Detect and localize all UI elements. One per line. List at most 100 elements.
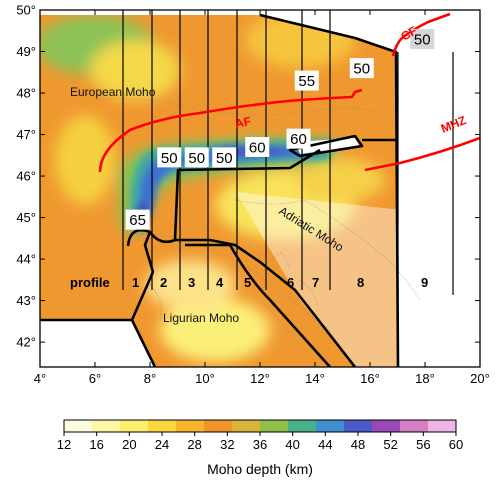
colorbar-swatch — [176, 420, 205, 432]
colorbar-swatch — [204, 420, 233, 432]
profile-number-label: 8 — [357, 275, 364, 290]
depth-value-box — [410, 29, 435, 50]
colorbar-tick-label: 12 — [57, 437, 71, 452]
lat-tick-label: 48° — [16, 86, 36, 101]
profile-word-label: profile — [70, 275, 110, 290]
profile-number-label: 1 — [132, 275, 139, 290]
cf-fault-line — [391, 12, 451, 57]
no-data-region-east — [396, 52, 480, 367]
colorbar-tick-label: 60 — [449, 437, 463, 452]
profile-number-label: 9 — [421, 275, 428, 290]
profile-number-label: 2 — [160, 275, 167, 290]
depth-value-text: 50 — [161, 150, 178, 167]
colorbar-swatch — [64, 420, 93, 432]
moho-gap — [295, 138, 360, 154]
european-moho-label: European Moho — [70, 85, 156, 99]
depth-value-label: 60 — [286, 128, 311, 149]
depth-value-label: 50 — [212, 147, 237, 168]
depth-value-text: 50 — [216, 150, 233, 167]
map-axes: 4° 6° 8° 10° 12° 14° 16° 18° 20° 42° 43° 44° 45° 46° 4… — [16, 3, 490, 387]
depth-value-text: 50 — [414, 32, 431, 49]
colorbar-swatch — [428, 420, 457, 432]
lon-tick-label: 16° — [360, 371, 380, 386]
lat-tick-label: 42° — [16, 335, 36, 350]
colorbar-tick-label: 36 — [253, 437, 267, 452]
cf-fault-label: CF — [399, 23, 420, 43]
depth-labels: 50 55 60 60 50 50 50 65 50 — [125, 29, 435, 230]
colorbar-swatch — [260, 420, 289, 432]
colorbar-swatch — [288, 420, 317, 432]
colorbar-title: Moho depth (km) — [207, 461, 313, 477]
colorbar-tick-label: 56 — [416, 437, 430, 452]
lon-tick-label: 4° — [34, 371, 46, 386]
depth-value-text: 50 — [353, 61, 370, 78]
ligurian-moho-label: Ligurian Moho — [163, 311, 239, 325]
profile-number-label: 4 — [216, 275, 224, 290]
colorbar-swatch — [232, 420, 261, 432]
lon-tick-label: 14° — [305, 371, 325, 386]
colorbar-swatch — [92, 420, 121, 432]
colorbar-tick-label: 16 — [89, 437, 103, 452]
depth-value-label: 65 — [125, 209, 150, 230]
lat-tick-label: 44° — [16, 252, 36, 267]
no-data-region-southwest — [40, 320, 155, 367]
lat-tick-label: 45° — [16, 210, 36, 225]
depth-value-text: 65 — [129, 212, 146, 229]
depth-value-label: 55 — [294, 70, 319, 91]
moho-depth-map — [40, 10, 480, 367]
lat-tick-label: 46° — [16, 169, 36, 184]
depth-value-box — [349, 58, 374, 79]
depth-value-label: 50 — [184, 147, 209, 168]
colorbar-swatch — [344, 420, 373, 432]
faults — [98, 12, 480, 173]
lon-tick-label: 10° — [195, 371, 215, 386]
profile-number-label: 7 — [312, 275, 319, 290]
colorbar-tick-label: 40 — [285, 437, 299, 452]
lon-tick-label: 6° — [89, 371, 101, 386]
moho-boundaries — [40, 13, 400, 367]
lon-tick-label: 18° — [415, 371, 435, 386]
lat-tick-label: 47° — [16, 127, 36, 142]
depth-value-label: 50 — [349, 58, 374, 79]
depth-value-label: 60 — [245, 136, 270, 157]
profile-number-label: 6 — [287, 275, 294, 290]
colorbar-tick-label: 44 — [318, 437, 332, 452]
depth-value-box — [125, 209, 150, 230]
depth-value-label: 50 — [157, 147, 182, 168]
profile-number-label: 3 — [188, 275, 195, 290]
depth-value-text: 60 — [249, 139, 266, 156]
depth-value-box — [286, 128, 311, 149]
colorbar-swatch — [400, 420, 429, 432]
adriatic-shading — [236, 192, 440, 367]
colorbar-tick-label: 32 — [220, 437, 234, 452]
colorbar-tick-label: 52 — [383, 437, 397, 452]
colorbar-tick-label: 48 — [351, 437, 365, 452]
colorbar-tick-label: 24 — [155, 437, 169, 452]
lat-tick-label: 43° — [16, 293, 36, 308]
depth-value-text: 50 — [188, 150, 205, 167]
profile-number-label: 5 — [244, 275, 251, 290]
depth-value-box — [245, 136, 270, 157]
lat-tick-label: 50° — [16, 3, 36, 18]
depth-value-box — [184, 147, 209, 168]
colorbar-swatch — [148, 420, 177, 432]
lat-tick-label: 49° — [16, 44, 36, 59]
mhz-fault-line — [364, 136, 480, 172]
depth-colorbar: 12 16 20 24 28 32 36 40 44 48 52 56 60 — [57, 419, 463, 452]
colorbar-swatch — [120, 420, 149, 432]
depth-value-text: 55 — [298, 73, 315, 90]
colorbar-tick-label: 28 — [187, 437, 201, 452]
depth-value-box — [157, 147, 182, 168]
depth-value-text: 60 — [290, 131, 307, 148]
af-fault-line — [98, 88, 363, 173]
no-data-region-north — [40, 10, 480, 52]
colorbar-tick-label: 20 — [122, 437, 136, 452]
af-fault-label: AF — [234, 114, 253, 131]
lon-tick-label: 12° — [250, 371, 270, 386]
lon-tick-label: 20° — [470, 371, 490, 386]
lon-tick-label: 8° — [144, 371, 156, 386]
depth-value-box — [294, 70, 319, 91]
colorbar-swatch — [316, 420, 345, 432]
depth-value-box — [212, 147, 237, 168]
